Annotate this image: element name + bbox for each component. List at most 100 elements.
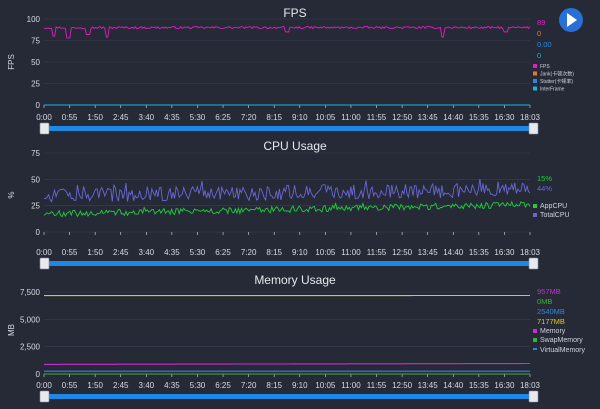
cpu-x-tick-label: 16:30 xyxy=(494,248,515,257)
memory-x-tick-label: 5:30 xyxy=(190,381,206,390)
memory-x-tick-label: 4:35 xyxy=(164,381,180,390)
interframe-current-value: 0 xyxy=(537,51,541,60)
fps-x-tick-label: 4:35 xyxy=(164,113,180,122)
stutter-current-value: 0.00 xyxy=(537,40,552,49)
memory-x-tick-label: 0:00 xyxy=(36,381,52,390)
fps-x-tick-label: 13:45 xyxy=(418,113,439,122)
cpu-legend: 15% 44% AppCPU TotalCPU xyxy=(533,174,570,219)
cpu-y-tick-label: 25 xyxy=(31,202,40,211)
fps-slider-track[interactable] xyxy=(44,126,534,131)
cpu-x-tick-label: 2:45 xyxy=(113,248,129,257)
memory-x-tick-label: 12:50 xyxy=(392,381,413,390)
memory-y-tick-label: 0 xyxy=(36,370,41,379)
virtual-memory-current-value: 2540MB xyxy=(537,307,565,316)
memory-slider-left-handle[interactable] xyxy=(40,391,49,402)
fps-time-slider[interactable] xyxy=(40,123,538,134)
total-cpu-current-value: 44% xyxy=(537,184,552,193)
cpu-totalcpu-line xyxy=(44,179,530,202)
fps-x-tick-label: 11:55 xyxy=(367,113,387,122)
fps-x-tick-label: 18:03 xyxy=(520,113,541,122)
fps-x-tick-label: 5:30 xyxy=(190,113,206,122)
cpu-slider-left-handle[interactable] xyxy=(40,258,49,269)
jank-legend-label: Jank(卡顿次数) xyxy=(540,71,574,78)
memory-slider-track[interactable] xyxy=(44,394,534,399)
cpu-x-tick-label: 11:00 xyxy=(341,248,361,257)
memory-y-tick-label: 2,500 xyxy=(20,343,41,352)
swap-memory-legend-swatch xyxy=(533,338,537,342)
cpu-x-tick-label: 3:40 xyxy=(139,248,155,257)
memory-legend-label: Memory xyxy=(540,328,566,335)
cpu-x-tick-label: 10:05 xyxy=(315,248,336,257)
jank-current-value: 0 xyxy=(537,29,541,38)
memory-x-tick-label: 0:55 xyxy=(62,381,78,390)
cpu-x-tick-label: 15:35 xyxy=(469,248,490,257)
memory-x-tick-label: 16:30 xyxy=(494,381,515,390)
fps-slider-right-handle[interactable] xyxy=(529,123,538,134)
total-cpu-legend-label: TotalCPU xyxy=(540,212,570,219)
memory-memory-line xyxy=(44,364,530,365)
memory-y-tick-label: 7,500 xyxy=(20,288,41,297)
fps-series-lines xyxy=(44,27,530,106)
fps-x-tick-label: 2:45 xyxy=(113,113,129,122)
cpu-x-tick-label: 13:45 xyxy=(418,248,439,257)
cpu-slider-right-handle[interactable] xyxy=(529,258,538,269)
memory-slider-right-handle[interactable] xyxy=(529,391,538,402)
total-cpu-legend-swatch xyxy=(533,213,537,217)
cpu-x-tick-label: 5:30 xyxy=(190,248,206,257)
fps-x-tick-label: 3:40 xyxy=(139,113,155,122)
cpu-y-label: % xyxy=(7,191,16,198)
cpu-x-tick-label: 12:50 xyxy=(392,248,413,257)
cpu-x-tick-label: 7:20 xyxy=(241,248,257,257)
fps-x-tick-label: 9:10 xyxy=(292,113,308,122)
memory-y-label: MB xyxy=(7,324,16,336)
cpu-x-tick-label: 18:03 xyxy=(520,248,541,257)
memory-x-tick-label: 6:25 xyxy=(215,381,231,390)
cpu-x-tick-label: 0:55 xyxy=(62,248,78,257)
memory-x-tick-label: 18:03 xyxy=(520,381,541,390)
memory-x-tick-label: 11:55 xyxy=(367,381,387,390)
memory-x-tick-label: 2:45 xyxy=(113,381,129,390)
cpu-slider-track[interactable] xyxy=(44,261,534,266)
memory-x-tick-label: 13:45 xyxy=(418,381,439,390)
memory-x-tick-label: 1:50 xyxy=(87,381,103,390)
fps-x-tick-label: 0:55 xyxy=(62,113,78,122)
cpu-gridlines xyxy=(44,153,530,232)
memory-time-slider[interactable] xyxy=(40,391,538,402)
memory-x-tick-label: 8:15 xyxy=(266,381,282,390)
cpu-x-tick-label: 4:35 xyxy=(164,248,180,257)
fps-x-tick-label: 6:25 xyxy=(215,113,231,122)
fps-legend-label: FPS xyxy=(540,64,550,70)
memory-x-tick-label: 10:05 xyxy=(315,381,336,390)
fps-x-tick-label: 7:20 xyxy=(241,113,257,122)
memory-gridlines xyxy=(44,292,530,374)
fps-x-tick-label: 1:50 xyxy=(87,113,103,122)
cpu-appcpu-line xyxy=(44,202,530,217)
cpu-x-tick-label: 14:40 xyxy=(443,248,464,257)
fps-y-tick-label: 75 xyxy=(31,37,40,46)
play-button[interactable] xyxy=(559,8,583,32)
fps-fps-line xyxy=(44,27,530,38)
fps-x-tick-label: 15:35 xyxy=(469,113,490,122)
fps-x-tick-label: 16:30 xyxy=(494,113,515,122)
fps-slider-left-handle[interactable] xyxy=(40,123,49,134)
stutter-legend-swatch xyxy=(533,79,537,83)
memory-legend-swatch xyxy=(533,329,537,333)
fps-x-tick-label: 14:40 xyxy=(443,113,464,122)
fps-y-tick-label: 25 xyxy=(31,80,40,89)
swap-memory-current-value: 0MB xyxy=(537,297,552,306)
memory-x-tick-label: 7:20 xyxy=(241,381,257,390)
memory-x-tick-label: 3:40 xyxy=(139,381,155,390)
virtual-memory-legend-swatch xyxy=(533,348,537,350)
virtual-memory-legend-label: VirtualMemory xyxy=(540,347,585,354)
app-cpu-legend-label: AppCPU xyxy=(540,203,567,210)
cpu-time-slider[interactable] xyxy=(40,258,538,269)
app-cpu-current-value: 15% xyxy=(537,174,552,183)
